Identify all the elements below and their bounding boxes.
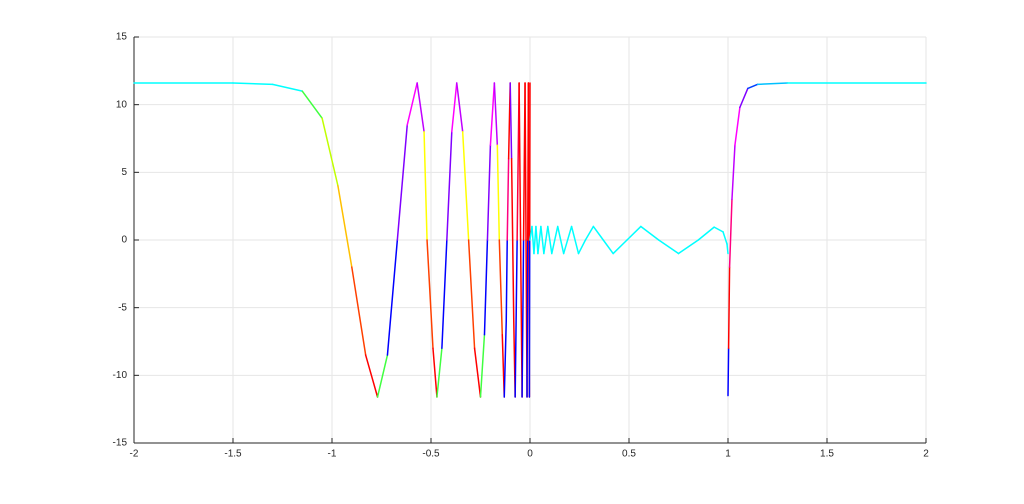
line-segment	[233, 83, 273, 84]
line-segment	[387, 240, 397, 355]
y-tick-label: 15	[116, 32, 128, 43]
line-segment	[366, 355, 378, 397]
line-segment	[447, 132, 452, 240]
line-segment	[457, 83, 463, 132]
line-segment	[463, 132, 469, 240]
x-tick-label: -2	[130, 449, 139, 460]
line-segment	[487, 145, 490, 240]
line-segment	[484, 240, 487, 335]
line-segment	[522, 240, 523, 397]
line-segment	[497, 145, 499, 240]
line-segment	[338, 186, 352, 267]
line-segment	[525, 83, 526, 240]
line-segment	[748, 84, 758, 88]
line-segment	[510, 83, 511, 159]
line-segment	[506, 240, 507, 321]
line-segment	[417, 83, 424, 132]
y-tick-label: -10	[113, 370, 128, 381]
y-tick-label: 5	[121, 167, 127, 178]
line-segment	[452, 83, 457, 132]
line-segment	[469, 240, 475, 348]
line-segment	[527, 240, 528, 397]
line-segment	[723, 232, 727, 244]
line-segment	[424, 132, 427, 240]
line-segment	[593, 226, 603, 240]
y-tick-label: 0	[121, 235, 127, 246]
line-segment	[519, 83, 520, 240]
line-segment	[504, 321, 506, 397]
line-segment	[515, 240, 517, 397]
line-segment	[352, 267, 366, 355]
line-segment	[427, 240, 433, 348]
x-tick-label: 2	[923, 449, 929, 460]
x-tick-label: -1	[328, 449, 337, 460]
line-segment	[579, 240, 586, 254]
line-segment	[730, 199, 732, 267]
x-tick-label: -1.5	[224, 449, 242, 460]
line-segment	[641, 226, 659, 240]
line-segment	[273, 84, 303, 91]
line-segment	[727, 244, 728, 253]
line-segment	[397, 125, 407, 240]
line-segment	[475, 348, 481, 397]
line-segment	[513, 240, 514, 321]
line-segment	[507, 159, 508, 240]
line-segment	[481, 335, 485, 397]
line-segment	[407, 83, 417, 125]
line-segment	[378, 355, 388, 397]
line-segment	[490, 83, 494, 145]
line-segment	[613, 240, 627, 254]
y-tick-label: -5	[118, 302, 127, 313]
line-segment	[433, 348, 437, 397]
line-segment	[512, 159, 513, 240]
line-segment	[758, 83, 788, 84]
line-segment	[659, 240, 679, 254]
y-tick-label: 10	[116, 99, 128, 110]
line-segment	[603, 240, 613, 254]
line-segment	[679, 240, 699, 254]
line-segment	[494, 83, 497, 145]
x-tick-label: 1	[725, 449, 731, 460]
line-segment	[714, 227, 723, 232]
line-segment	[322, 118, 338, 186]
line-segment	[698, 227, 714, 240]
line-segment	[735, 107, 740, 145]
line-segment	[729, 267, 730, 348]
x-tick-label: 1.5	[820, 449, 834, 460]
line-segment	[442, 240, 447, 348]
x-tick-label: -0.5	[422, 449, 440, 460]
y-tick-label: -15	[113, 438, 128, 449]
x-tick-label: 0	[527, 449, 533, 460]
x-tick-label: 0.5	[622, 449, 636, 460]
line-segment	[728, 348, 729, 395]
line-segment	[499, 240, 502, 335]
line-segment	[585, 226, 593, 240]
line-segment	[437, 348, 442, 397]
